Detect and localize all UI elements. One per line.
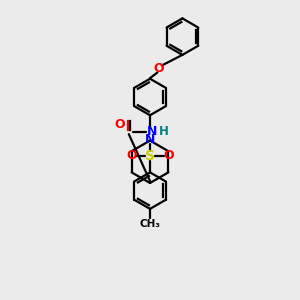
- Text: O: O: [154, 62, 164, 75]
- Text: O: O: [126, 149, 137, 162]
- Text: S: S: [145, 149, 155, 163]
- Text: O: O: [163, 149, 174, 162]
- Text: CH₃: CH₃: [140, 219, 160, 229]
- Text: O: O: [114, 118, 125, 131]
- Text: N: N: [145, 133, 155, 146]
- Text: N: N: [147, 125, 157, 138]
- Text: H: H: [159, 125, 169, 138]
